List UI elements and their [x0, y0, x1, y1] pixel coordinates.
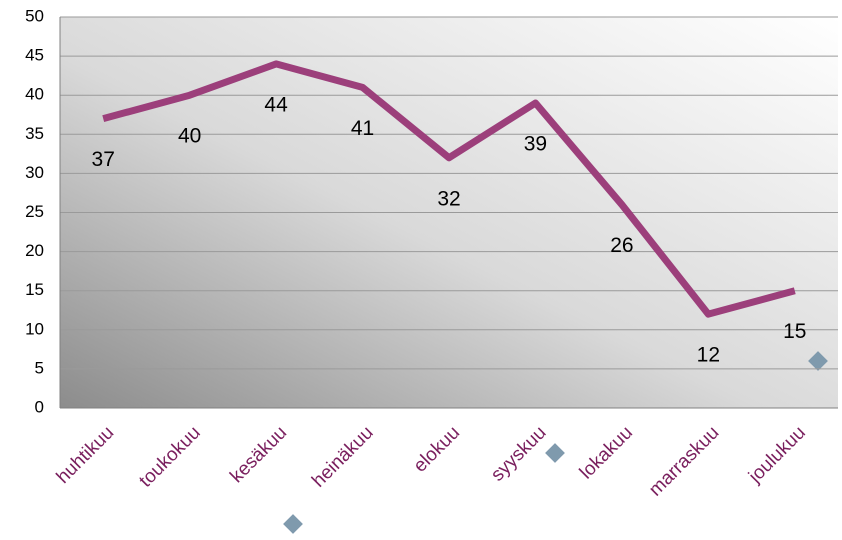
y-tick-label: 15	[25, 280, 44, 299]
data-label: 39	[524, 133, 547, 156]
y-tick-label: 50	[25, 6, 44, 25]
x-tick-label: kesäkuu	[226, 422, 291, 487]
data-label: 37	[92, 148, 115, 171]
x-tick-label: lokakuu	[576, 422, 637, 483]
y-tick-label: 35	[25, 124, 44, 143]
decoration	[283, 514, 303, 534]
y-tick-label: 0	[35, 397, 44, 416]
x-tick-label: elokuu	[410, 422, 464, 476]
data-label: 12	[697, 344, 720, 367]
x-tick-label: huhtikuu	[53, 422, 119, 488]
x-tick-label: marraskuu	[645, 422, 723, 500]
data-label: 15	[783, 320, 806, 343]
x-tick-label: heinäkuu	[308, 422, 377, 491]
data-label: 26	[610, 234, 633, 257]
data-label: 40	[178, 125, 201, 148]
y-tick-label: 10	[25, 319, 44, 338]
line	[102, 60, 796, 318]
y-tick-label: 30	[25, 163, 44, 182]
data-label: 44	[264, 93, 288, 116]
y-tick-label: 5	[35, 358, 44, 377]
y-tick-label: 40	[25, 85, 44, 104]
x-tick-label: syyskuu	[487, 422, 550, 485]
data-label: 32	[437, 187, 460, 210]
data-label: 41	[351, 117, 374, 140]
decoration	[545, 443, 565, 463]
decoration	[808, 351, 828, 371]
y-tick-label: 45	[25, 46, 44, 65]
y-tick-label: 25	[25, 202, 44, 221]
y-tick-label: 20	[25, 241, 44, 260]
x-tick-label: joulukuu	[744, 422, 810, 488]
x-tick-label: toukokuu	[135, 422, 204, 491]
